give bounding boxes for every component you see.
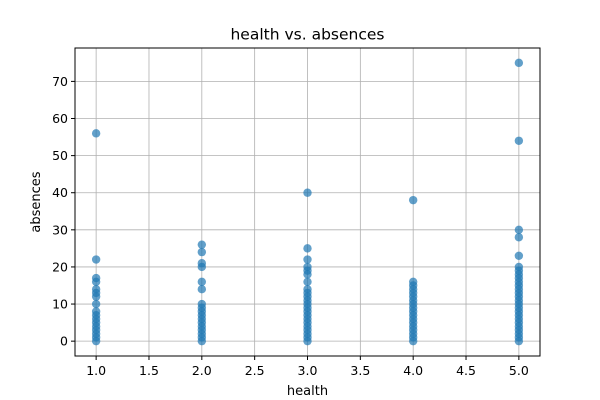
x-axis-label: health xyxy=(287,384,328,399)
x-tick-label: 2.0 xyxy=(192,363,212,378)
data-points xyxy=(91,58,524,346)
data-point xyxy=(197,259,207,268)
data-point xyxy=(408,277,418,286)
x-tick-label: 1.5 xyxy=(139,363,159,378)
x-tick-label: 3.0 xyxy=(298,363,318,378)
y-axis-label: absences xyxy=(29,171,44,232)
x-tick-label: 4.0 xyxy=(403,363,423,378)
data-point xyxy=(303,244,312,253)
data-point xyxy=(91,307,101,316)
data-point xyxy=(408,195,418,205)
data-point xyxy=(197,247,207,257)
y-tick-label: 60 xyxy=(52,111,68,126)
data-point xyxy=(303,285,312,294)
y-tick-label: 70 xyxy=(52,74,68,89)
x-tick-label: 2.5 xyxy=(245,363,265,378)
data-point xyxy=(303,255,312,264)
data-point xyxy=(91,273,101,283)
data-point xyxy=(303,262,312,272)
data-point xyxy=(514,225,524,235)
y-tick-label: 10 xyxy=(52,297,68,312)
y-tick-label: 20 xyxy=(52,259,68,274)
data-point xyxy=(197,299,207,309)
data-point xyxy=(91,129,101,138)
data-point xyxy=(303,188,312,197)
data-point xyxy=(197,240,207,249)
data-point xyxy=(514,233,524,242)
data-point xyxy=(514,262,524,272)
data-point xyxy=(514,136,524,145)
x-axis-ticks: 1.0 1.5 2.0 2.5 3.0 3.5 4.0 4.5 5.0 xyxy=(86,356,529,378)
x-tick-label: 5.0 xyxy=(509,363,529,378)
y-tick-label: 40 xyxy=(52,185,68,200)
y-tick-label: 50 xyxy=(52,148,68,163)
data-point xyxy=(91,285,101,294)
y-tick-label: 30 xyxy=(52,222,68,237)
chart-title: health vs. absences xyxy=(230,26,384,44)
data-point xyxy=(197,277,207,286)
data-point xyxy=(91,255,101,264)
y-tick-label: 0 xyxy=(60,334,68,349)
data-point xyxy=(514,58,524,68)
y-axis-ticks: 0 10 20 30 40 50 60 70 xyxy=(52,74,75,349)
x-tick-label: 4.5 xyxy=(456,363,476,378)
data-point xyxy=(91,299,101,309)
data-point xyxy=(197,285,207,294)
data-point xyxy=(303,277,312,286)
x-tick-label: 3.5 xyxy=(350,363,370,378)
data-point xyxy=(514,251,524,261)
x-tick-label: 1.0 xyxy=(86,363,106,378)
